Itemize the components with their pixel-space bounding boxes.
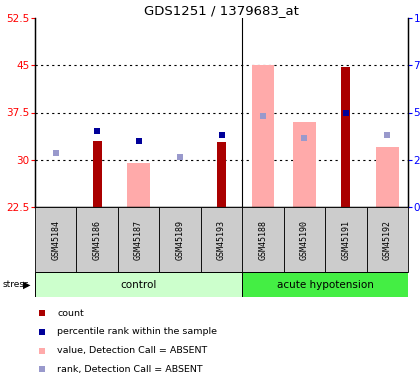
Title: GDS1251 / 1379683_at: GDS1251 / 1379683_at <box>144 4 299 17</box>
Bar <box>92 141 102 207</box>
Text: ▶: ▶ <box>23 279 31 290</box>
Text: GSM45184: GSM45184 <box>51 219 60 260</box>
Text: acute hypotension: acute hypotension <box>277 279 373 290</box>
Bar <box>118 207 159 272</box>
Bar <box>35 207 76 272</box>
Bar <box>293 122 316 207</box>
Text: rank, Detection Call = ABSENT: rank, Detection Call = ABSENT <box>58 365 203 374</box>
Bar <box>252 65 274 207</box>
Bar <box>76 207 118 272</box>
Bar <box>242 207 284 272</box>
Text: GSM45188: GSM45188 <box>258 219 268 260</box>
Text: GSM45192: GSM45192 <box>383 219 392 260</box>
Text: count: count <box>58 309 84 318</box>
Bar <box>35 272 242 297</box>
Bar <box>284 207 325 272</box>
Bar <box>367 207 408 272</box>
Text: GSM45191: GSM45191 <box>341 219 350 260</box>
Bar <box>341 67 350 207</box>
Bar <box>159 207 201 272</box>
Bar <box>242 272 408 297</box>
Text: GSM45189: GSM45189 <box>176 219 184 260</box>
Text: percentile rank within the sample: percentile rank within the sample <box>58 327 218 336</box>
Bar <box>325 207 367 272</box>
Text: GSM45187: GSM45187 <box>134 219 143 260</box>
Text: control: control <box>121 279 157 290</box>
Bar <box>201 207 242 272</box>
Text: stress: stress <box>2 280 29 289</box>
Bar <box>376 147 399 207</box>
Bar <box>127 163 150 207</box>
Text: GSM45193: GSM45193 <box>217 219 226 260</box>
Bar <box>217 142 226 207</box>
Text: GSM45190: GSM45190 <box>300 219 309 260</box>
Text: value, Detection Call = ABSENT: value, Detection Call = ABSENT <box>58 346 207 355</box>
Text: GSM45186: GSM45186 <box>93 219 102 260</box>
